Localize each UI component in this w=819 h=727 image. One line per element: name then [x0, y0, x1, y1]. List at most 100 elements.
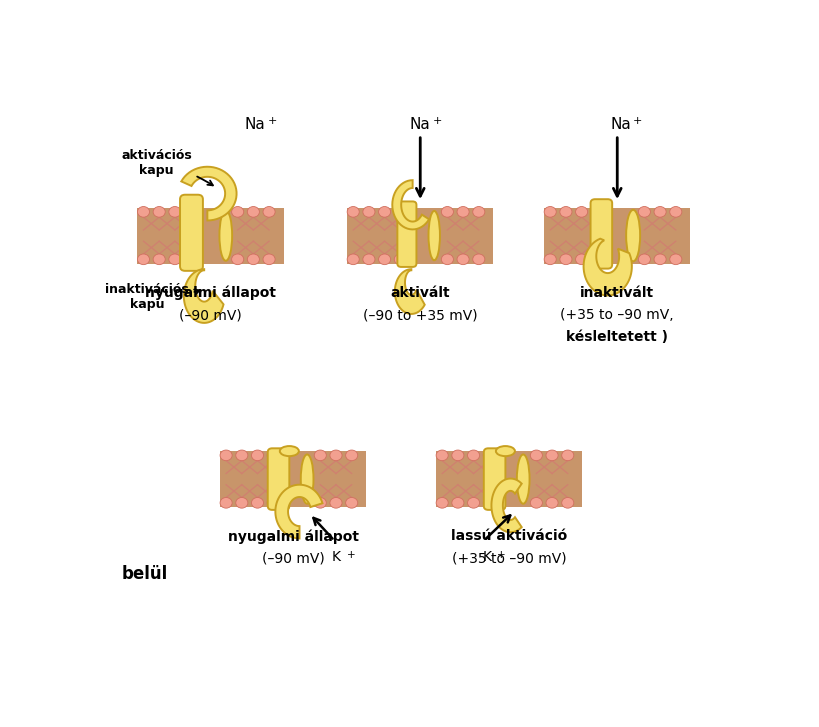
Circle shape: [251, 497, 263, 508]
Text: +: +: [267, 116, 277, 126]
Circle shape: [482, 450, 495, 461]
Text: nyugalmi állapot: nyugalmi állapot: [145, 286, 276, 300]
Circle shape: [637, 206, 649, 217]
Circle shape: [575, 254, 587, 265]
Text: (–90 to +35 mV): (–90 to +35 mV): [363, 308, 477, 322]
Polygon shape: [181, 166, 236, 220]
Circle shape: [219, 497, 232, 508]
Circle shape: [138, 254, 149, 265]
Circle shape: [263, 206, 274, 217]
Circle shape: [530, 497, 541, 508]
Circle shape: [267, 497, 279, 508]
Polygon shape: [391, 180, 428, 230]
Ellipse shape: [495, 446, 514, 456]
Circle shape: [482, 497, 495, 508]
Circle shape: [545, 497, 558, 508]
Circle shape: [545, 450, 558, 461]
Circle shape: [456, 206, 468, 217]
Circle shape: [329, 497, 342, 508]
Text: Na: Na: [244, 117, 265, 132]
Circle shape: [169, 206, 181, 217]
Circle shape: [473, 206, 484, 217]
Bar: [544, 208, 690, 264]
Circle shape: [451, 497, 464, 508]
Text: (–90 mV): (–90 mV): [261, 552, 324, 566]
Circle shape: [544, 254, 555, 265]
Circle shape: [219, 450, 232, 461]
Text: aktivált: aktivált: [390, 286, 450, 300]
Circle shape: [263, 254, 274, 265]
Circle shape: [251, 450, 263, 461]
Ellipse shape: [516, 454, 529, 504]
Text: aktivációs
kapu: aktivációs kapu: [121, 149, 213, 185]
Text: +: +: [432, 116, 441, 126]
Circle shape: [456, 254, 468, 265]
FancyBboxPatch shape: [590, 199, 612, 268]
Circle shape: [669, 254, 681, 265]
Circle shape: [153, 254, 165, 265]
Circle shape: [441, 206, 453, 217]
Circle shape: [184, 254, 197, 265]
Text: K: K: [332, 550, 341, 564]
Text: késleltetett ): késleltetett ): [566, 329, 667, 344]
Circle shape: [654, 254, 665, 265]
Circle shape: [346, 206, 359, 217]
Circle shape: [378, 206, 390, 217]
Circle shape: [590, 254, 603, 265]
Polygon shape: [183, 269, 224, 323]
Circle shape: [378, 254, 390, 265]
Circle shape: [544, 206, 555, 217]
Circle shape: [394, 206, 406, 217]
Circle shape: [184, 206, 197, 217]
Text: Na: Na: [410, 117, 430, 132]
Circle shape: [451, 450, 464, 461]
Circle shape: [473, 254, 484, 265]
Circle shape: [436, 497, 448, 508]
Ellipse shape: [279, 446, 298, 456]
Polygon shape: [491, 478, 521, 532]
Circle shape: [346, 497, 357, 508]
Polygon shape: [583, 238, 631, 295]
Circle shape: [441, 254, 453, 265]
Circle shape: [575, 206, 587, 217]
Bar: [138, 208, 283, 264]
FancyBboxPatch shape: [267, 449, 289, 510]
Ellipse shape: [626, 210, 640, 261]
Circle shape: [153, 206, 165, 217]
Circle shape: [236, 450, 247, 461]
Circle shape: [561, 450, 573, 461]
Circle shape: [637, 254, 649, 265]
Text: Na: Na: [609, 117, 630, 132]
Text: lassú aktiváció: lassú aktiváció: [450, 529, 567, 544]
Circle shape: [530, 450, 541, 461]
Polygon shape: [275, 485, 322, 539]
Ellipse shape: [219, 210, 232, 261]
Text: (–90 mV): (–90 mV): [179, 308, 242, 322]
Polygon shape: [395, 269, 424, 314]
Circle shape: [394, 254, 406, 265]
Bar: [436, 451, 581, 507]
Text: +: +: [346, 550, 355, 560]
Circle shape: [467, 497, 479, 508]
Bar: [346, 208, 493, 264]
Text: +: +: [632, 116, 642, 126]
Text: belül: belül: [121, 566, 168, 583]
Circle shape: [346, 254, 359, 265]
Text: +: +: [496, 550, 505, 560]
Text: (+35 to –90 mV,: (+35 to –90 mV,: [559, 308, 673, 322]
Circle shape: [346, 450, 357, 461]
Ellipse shape: [428, 211, 440, 260]
Circle shape: [590, 206, 603, 217]
Circle shape: [314, 450, 326, 461]
Text: (+35 to –90 mV): (+35 to –90 mV): [451, 552, 566, 566]
Circle shape: [363, 254, 374, 265]
Circle shape: [329, 450, 342, 461]
FancyBboxPatch shape: [483, 449, 505, 510]
Circle shape: [436, 450, 448, 461]
Circle shape: [559, 254, 571, 265]
Text: nyugalmi állapot: nyugalmi állapot: [228, 529, 358, 544]
Circle shape: [247, 206, 259, 217]
Text: inaktivált: inaktivált: [580, 286, 654, 300]
Circle shape: [138, 206, 149, 217]
Circle shape: [247, 254, 259, 265]
